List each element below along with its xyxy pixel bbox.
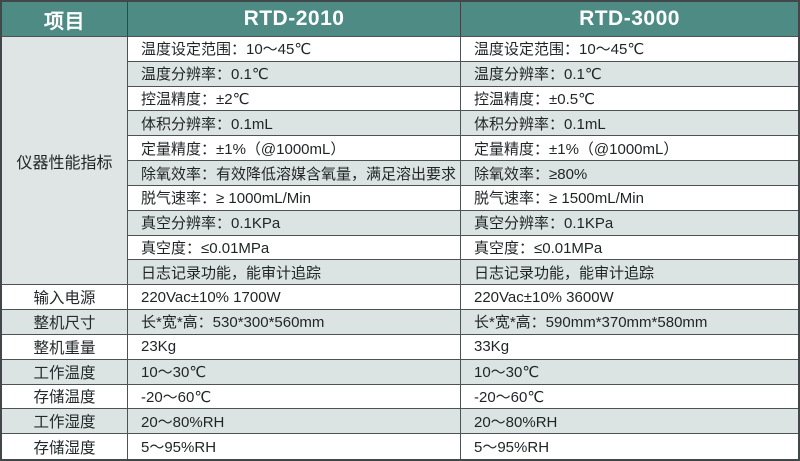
perf-cell-quant-accuracy-rtd3000: 定量精度：±1%（@1000mL） (461, 136, 798, 162)
perf-cell-temp-accuracy-rtd3000: 控温精度：±0.5℃ (461, 86, 798, 112)
spec-label-dimensions: 整机尺寸 (2, 310, 128, 335)
spec-cell-working-humidity-rtd2010: 20～80%RH (128, 409, 461, 435)
performance-group-label: 仪器性能指标 (2, 37, 128, 286)
spec-label-storage-humidity: 存储湿度 (2, 434, 128, 459)
spec-cell-working-temp-rtd3000: 10～30℃ (461, 359, 798, 385)
perf-cell-vacuum-degree-rtd2010: 真空度：≤0.01MPa (128, 235, 461, 261)
perf-cell-degas-rate-rtd2010: 脱气速率：≥ 1000mL/Min (128, 185, 461, 211)
perf-cell-quant-accuracy-rtd2010: 定量精度：±1%（@1000mL） (128, 136, 461, 162)
perf-cell-vacuum-degree-rtd3000: 真空度：≤0.01MPa (461, 235, 798, 261)
spec-label-storage-temp: 存储温度 (2, 384, 128, 410)
perf-cell-temp-range-rtd2010: 温度设定范围：10～45℃ (128, 37, 461, 62)
spec-label-weight: 整机重量 (2, 334, 128, 360)
perf-cell-temp-accuracy-rtd2010: 控温精度：±2℃ (128, 86, 461, 112)
spec-cell-weight-rtd2010: 23Kg (128, 334, 461, 360)
spec-label-working-temp: 工作温度 (2, 359, 128, 385)
header-rtd2010: RTD-2010 (128, 2, 461, 37)
perf-cell-vacuum-resolution-rtd2010: 真空分辨率：0.1KPa (128, 210, 461, 236)
spec-label-input-power: 输入电源 (2, 285, 128, 311)
spec-cell-weight-rtd3000: 33Kg (461, 334, 798, 360)
perf-cell-temp-resolution-rtd3000: 温度分辨率：0.1℃ (461, 61, 798, 87)
perf-cell-temp-resolution-rtd2010: 温度分辨率：0.1℃ (128, 61, 461, 87)
header-rtd3000: RTD-3000 (461, 2, 798, 37)
perf-cell-vacuum-resolution-rtd3000: 真空分辨率：0.1KPa (461, 210, 798, 236)
spec-cell-working-humidity-rtd3000: 20～80%RH (461, 409, 798, 435)
spec-cell-working-temp-rtd2010: 10～30℃ (128, 359, 461, 385)
perf-cell-volume-resolution-rtd2010: 体积分辨率：0.1mL (128, 111, 461, 137)
perf-cell-volume-resolution-rtd3000: 体积分辨率：0.1mL (461, 111, 798, 137)
spec-cell-storage-humidity-rtd2010: 5～95%RH (128, 434, 461, 459)
perf-cell-deoxy-efficiency-rtd2010: 除氧效率：有效降低溶媒含氧量，满足溶出要求 (128, 161, 461, 186)
spec-cell-storage-temp-rtd3000: -20～60℃ (461, 384, 798, 410)
spec-cell-storage-temp-rtd2010: -20～60℃ (128, 384, 461, 410)
perf-cell-deoxy-efficiency-rtd3000: 除氧效率：≥80% (461, 161, 798, 186)
spec-cell-input-power-rtd2010: 220Vac±10% 1700W (128, 285, 461, 311)
spec-cell-input-power-rtd3000: 220Vac±10% 3600W (461, 285, 798, 311)
spec-cell-dimensions-rtd3000: 长*宽*高：590mm*370mm*580mm (461, 310, 798, 335)
header-item: 项目 (2, 2, 128, 37)
perf-cell-degas-rate-rtd3000: 脱气速率：≥ 1500mL/Min (461, 185, 798, 211)
spec-cell-dimensions-rtd2010: 长*宽*高：530*300*560mm (128, 310, 461, 335)
spec-cell-storage-humidity-rtd3000: 5～95%RH (461, 434, 798, 459)
perf-cell-temp-range-rtd3000: 温度设定范围：10～45℃ (461, 37, 798, 62)
perf-cell-log-audit-rtd3000: 日志记录功能，能审计追踪 (461, 260, 798, 286)
spec-label-working-humidity: 工作湿度 (2, 409, 128, 435)
perf-cell-log-audit-rtd2010: 日志记录功能，能审计追踪 (128, 260, 461, 286)
